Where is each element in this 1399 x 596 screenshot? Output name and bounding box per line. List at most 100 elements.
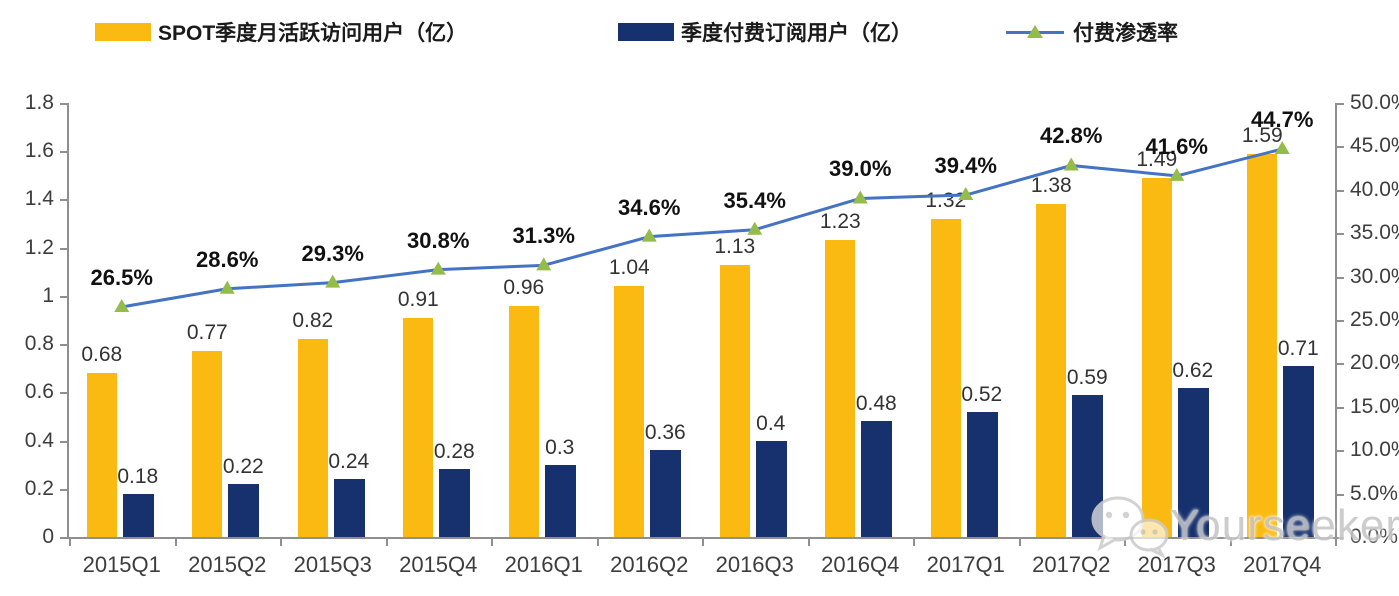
left-axis-tick-label: 1.2 [24,235,54,259]
subs-bar [1283,365,1315,537]
x-axis-category-label: 2016Q2 [610,552,689,577]
right-axis-tick [1337,320,1344,322]
subs-value-label: 0.59 [1066,365,1108,389]
subs-value-label: 0.52 [961,382,1003,406]
right-axis-tick [1337,276,1344,279]
right-axis-tick [1337,146,1344,149]
penetration-value-label: 30.8% [407,227,470,253]
watermark-text: Yourseeker [1170,501,1399,550]
penetration-value-label: 26.5% [90,264,153,290]
right-axis-tick-label: 15.0% [1350,394,1399,418]
subs-value-label: 0.18 [117,464,159,488]
x-axis-category-label: 2017Q4 [1243,552,1322,577]
subs-value-label: 0.48 [855,392,897,416]
watermark: Yourseeker [1088,494,1399,558]
right-axis-tick-label: 20.0% [1350,351,1399,375]
right-axis-tick-label: 0.0% [1350,525,1398,548]
x-axis-tick [807,539,810,546]
right-axis-tick [1337,103,1344,105]
left-axis-tick [60,103,67,105]
triangle-marker-icon [1027,25,1043,38]
mau-bar [192,351,223,537]
left-axis-tick-label: 0.8 [24,332,54,356]
subs-legend-swatch [618,23,674,41]
right-axis-tick-label: 35.0% [1350,221,1399,245]
mau-legend-swatch [95,23,151,41]
left-axis-tick-label: 1.6 [24,139,54,163]
left-axis-tick-label: 0.2 [24,476,54,500]
mau-value-label: 1.04 [608,256,650,280]
subs-bar [1177,387,1209,537]
x-axis-tick [1335,539,1337,546]
mau-value-label: 0.82 [292,309,334,333]
right-axis-tick [1337,189,1344,192]
x-axis-category-label: 2016Q3 [715,552,794,577]
x-axis-category-label: 2015Q2 [188,552,267,577]
right-axis-tick-label: 5.0% [1350,481,1398,505]
right-axis-tick-label: 30.0% [1350,264,1399,288]
right-axis-tick-label: 40.0% [1350,177,1399,201]
subs-bar [650,450,682,537]
penetration-value-label: 34.6% [618,194,681,220]
subs-legend-label: 季度付费订阅用户（亿） [681,22,912,45]
mau-value-label: 1.32 [925,188,967,212]
right-axis-tick [1337,406,1344,409]
x-axis-tick [69,539,71,546]
right-axis-tick [1337,450,1344,453]
penetration-value-label: 28.6% [196,246,259,272]
x-axis [67,537,1337,539]
left-axis-tick-label: 0.4 [24,428,54,452]
subs-bar [861,421,893,537]
subs-bar [966,411,998,537]
mau-bar [403,317,434,537]
subs-bar [544,464,576,537]
right-axis-tick [1337,493,1344,496]
mau-bar [930,218,961,537]
x-axis-category-label: 2016Q1 [504,552,583,577]
mau-bar [508,305,539,537]
left-axis-tick [60,295,67,298]
penetration-legend-marker [1006,22,1064,42]
left-y-axis [67,103,69,539]
subs-bar [439,469,471,537]
subs-value-label: 0.4 [756,411,786,435]
right-axis-tick-label: 45.0% [1350,134,1399,158]
subs-value-label: 0.22 [222,454,264,478]
x-axis-tick [702,539,704,546]
right-axis-tick [1337,537,1344,539]
mau-value-label: 0.91 [397,287,439,311]
x-axis-category-label: 2017Q2 [1032,552,1111,577]
mau-value-label: 0.77 [186,321,228,345]
right-axis-tick-label: 25.0% [1350,308,1399,331]
mau-value-label: 0.68 [81,343,123,367]
left-axis-tick [60,247,67,250]
subs-bar [122,493,154,537]
mau-bar [825,240,856,537]
legend-item-mau: SPOT季度月活跃访问用户（亿） [95,18,467,46]
legend-item-subs: 季度付费订阅用户（亿） [618,18,912,46]
wechat-icon [1091,496,1169,558]
penetration-legend-label: 付费渗透率 [1073,22,1178,45]
mau-value-label: 1.23 [819,210,861,234]
left-axis-tick [60,440,67,443]
x-axis-category-label: 2015Q3 [293,552,372,577]
mau-value-label: 1.38 [1030,174,1072,198]
mau-bar [719,264,750,537]
penetration-value-label: 42.8% [1040,123,1103,149]
x-axis-tick [596,539,599,546]
subs-value-label: 0.24 [328,450,370,474]
left-axis-tick [60,199,67,202]
x-axis-tick [174,539,177,546]
mau-legend-label: SPOT季度月活跃访问用户（亿） [158,22,468,45]
left-axis-tick [60,488,67,491]
mau-value-label: 1.13 [714,234,756,258]
x-axis-tick [280,539,282,546]
x-axis-tick [385,539,388,546]
subs-value-label: 0.71 [1277,336,1319,360]
left-axis-tick [60,151,67,154]
subs-value-label: 0.28 [433,440,475,464]
left-axis-tick [60,537,67,539]
x-axis-tick [1229,539,1232,546]
x-axis-category-label: 2016Q4 [821,552,900,577]
